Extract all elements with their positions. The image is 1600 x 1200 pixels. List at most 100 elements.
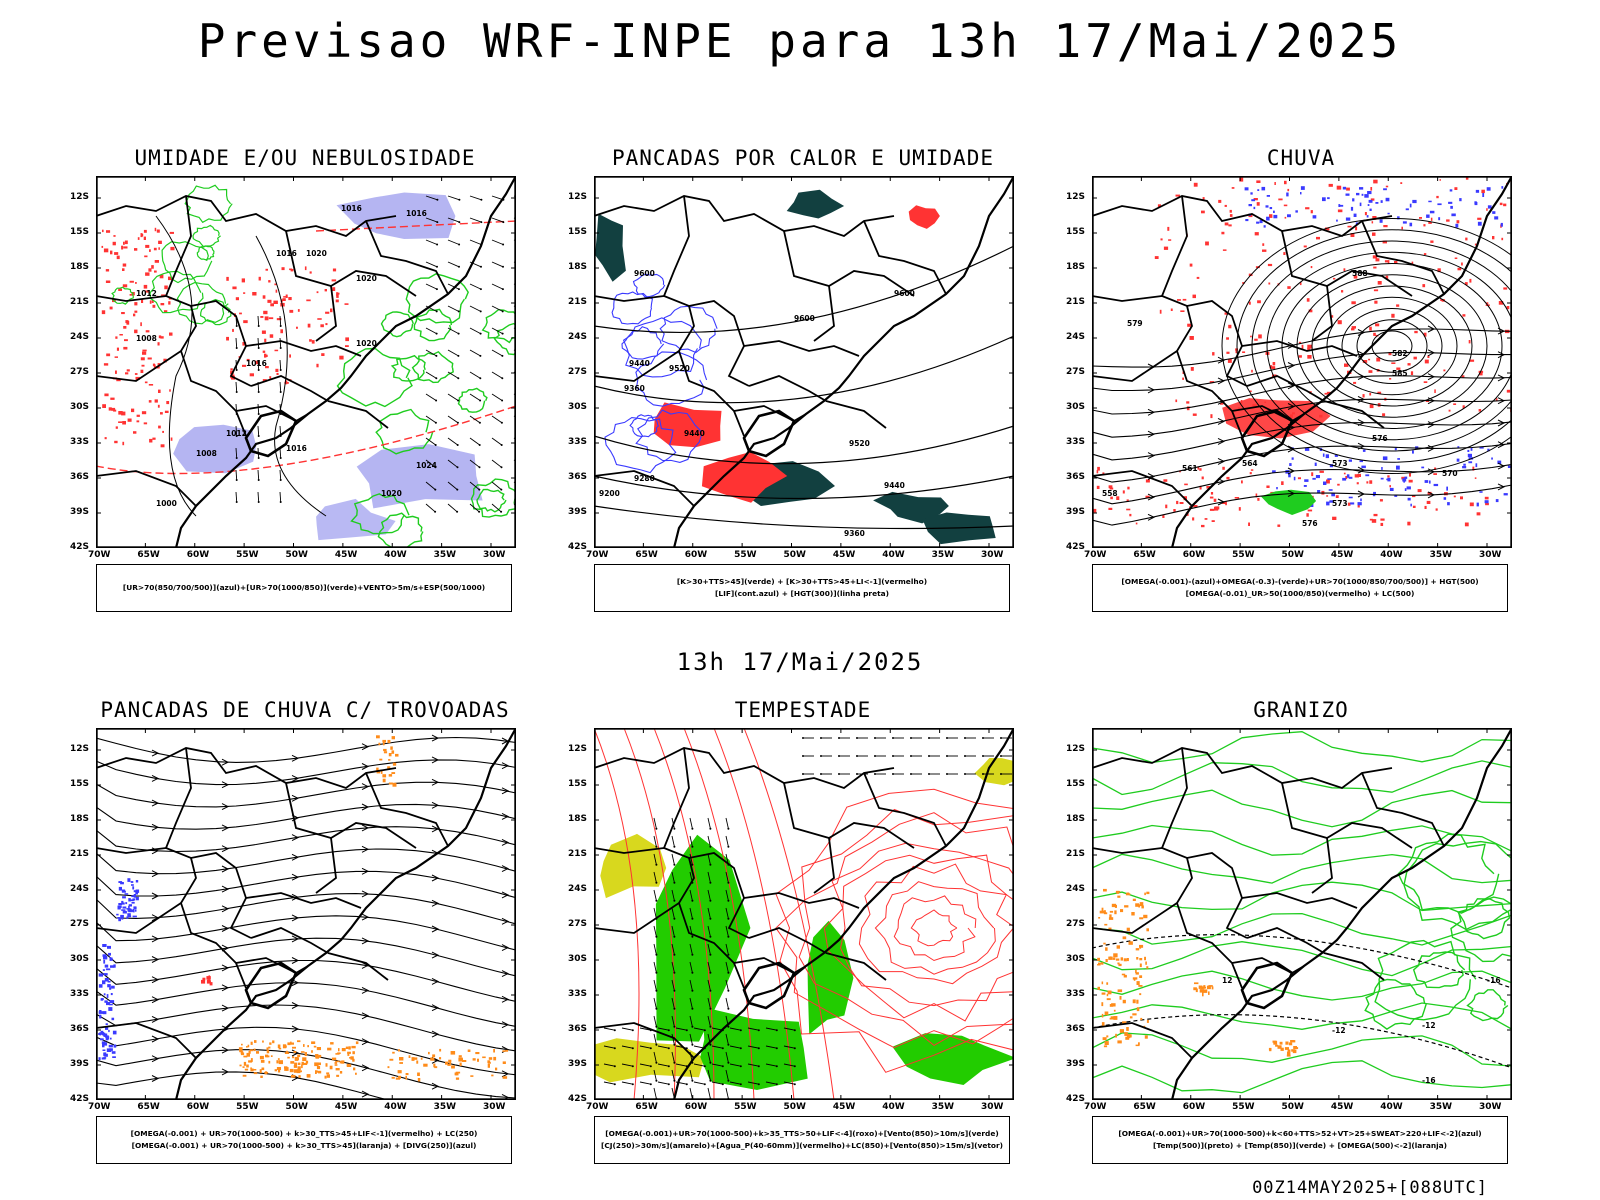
- omega-orange-cell: [1122, 999, 1126, 1004]
- streamline-850: [653, 728, 715, 1100]
- rain-red-cell: [1368, 358, 1371, 361]
- rain-red-cell: [1351, 328, 1355, 331]
- thunder-orange-cell: [388, 759, 391, 761]
- thunder-orange-cell: [411, 1057, 415, 1061]
- rain-blue-cell: [1353, 213, 1357, 217]
- rain-red-cell: [1238, 507, 1241, 511]
- humidity-red-cell: [122, 284, 128, 288]
- wind-vector: [621, 1063, 633, 1067]
- lat-label: 42S: [1066, 542, 1086, 552]
- rain-red-cell: [1201, 476, 1204, 480]
- wind-vector-head: [434, 466, 437, 469]
- humidity-red-cell: [144, 255, 148, 258]
- omega-orange-cell: [1116, 945, 1120, 949]
- omega-orange-cell: [1103, 888, 1107, 892]
- rain-red-cell: [1182, 377, 1184, 380]
- wind-vector: [671, 871, 675, 883]
- divergence-blue-cell: [127, 878, 131, 882]
- rain-blue-cell: [1257, 189, 1260, 191]
- map-plot: 585582579576573570585588576573564561558: [1092, 176, 1512, 548]
- panel-granizo: GRANIZO -12 -12 -16 -16 12 [OMEGA(-0.001)+UR…: [1066, 698, 1536, 1168]
- state-border: [863, 772, 947, 847]
- rain-red-cell: [1350, 233, 1355, 237]
- wind-vector: [447, 305, 459, 312]
- rain-red-cell: [1197, 466, 1200, 470]
- streamline-arrow: [1147, 430, 1156, 438]
- omega-orange-cell: [1108, 927, 1112, 930]
- wind-vector: [653, 997, 657, 1009]
- thunder-orange-cell: [316, 1047, 321, 1051]
- wind-vector-head: [235, 479, 238, 481]
- state-border: [1311, 285, 1333, 342]
- thunder-orange-cell: [294, 1057, 299, 1061]
- divergence-blue-cell: [135, 889, 140, 893]
- wind-vector: [671, 1051, 675, 1063]
- thunder-orange-cell: [298, 1075, 301, 1078]
- rain-red-cell: [1354, 474, 1359, 478]
- country-border-uruguay: [742, 961, 796, 1010]
- thunder-orange-cell: [472, 1058, 476, 1061]
- rain-blue-cell: [1404, 488, 1407, 491]
- humidity-low-contour: [405, 273, 469, 324]
- rain-red-cell: [1343, 268, 1346, 271]
- rain-red-cell: [1344, 363, 1349, 367]
- legend-line: [OMEGA(-0.001) + UR>70(1000-500) + k>30_…: [131, 1141, 477, 1150]
- thunder-orange-cell: [391, 772, 396, 774]
- thunder-orange-cell: [347, 1053, 350, 1056]
- rain-blue-cell: [1449, 189, 1453, 192]
- wind-vector-head: [838, 737, 840, 739]
- humidity-red-cell: [169, 389, 171, 392]
- humidity-red-cell: [321, 353, 325, 356]
- rain-red-cell: [1222, 249, 1227, 251]
- rain-blue-cell: [1288, 473, 1291, 478]
- thunder-orange-cell: [311, 1041, 316, 1044]
- wind-vector: [447, 217, 460, 223]
- wind-vector-head: [257, 347, 260, 349]
- rain-red-cell: [1319, 470, 1324, 473]
- wind-vector-head: [802, 737, 804, 739]
- omega-orange-cell: [1113, 1016, 1118, 1020]
- omega-orange-cell: [1145, 961, 1147, 965]
- rain-red-cell: [1454, 187, 1458, 190]
- state-border: [733, 405, 807, 423]
- wind-vector: [425, 437, 436, 446]
- humidity-red-cell: [153, 247, 157, 251]
- humidity-red-cell: [281, 267, 285, 271]
- map-frame: [594, 728, 1014, 1100]
- thunder-orange-cell: [399, 1057, 404, 1061]
- omega-orange-cell: [1139, 993, 1142, 996]
- lon-label: 55W: [1232, 550, 1255, 560]
- rain-red-cell: [1434, 467, 1437, 470]
- rain-red-cell: [1389, 378, 1392, 380]
- map-base-layer: [1092, 176, 1512, 548]
- wind-vector-head: [435, 377, 438, 380]
- omega-orange-cell: [1128, 1034, 1132, 1038]
- omega-orange-cell: [1111, 1003, 1116, 1007]
- omega-orange-cell: [1109, 910, 1114, 913]
- wind-vector-head: [874, 755, 876, 757]
- rain-red-cell: [1387, 260, 1390, 264]
- state-border: [748, 375, 827, 402]
- coastline: [672, 728, 1014, 1100]
- wind-vector-head: [457, 399, 460, 402]
- streamline-arrow: [151, 1075, 160, 1082]
- divergence-blue-cell: [118, 917, 121, 922]
- wind-vector: [653, 889, 657, 901]
- rain-red-cell: [1341, 290, 1344, 293]
- lat-label: 30S: [1066, 954, 1086, 964]
- thunder-orange-cell: [303, 1062, 308, 1065]
- map-base-layer: [1092, 728, 1512, 1100]
- rain-red-cell: [1383, 225, 1388, 228]
- wind-vector-head: [673, 899, 676, 902]
- omega-orange-cell: [1120, 909, 1124, 913]
- thunder-orange-cell: [387, 766, 391, 769]
- rain-red-cell: [1109, 487, 1114, 490]
- wind-vector: [257, 403, 260, 415]
- wind-vector-head: [691, 953, 694, 956]
- wind-vector: [235, 381, 238, 393]
- thunder-orange-cell: [339, 1071, 343, 1074]
- lon-label: 45W: [334, 550, 358, 560]
- rain-blue-cell: [1300, 192, 1302, 195]
- thunder-orange-cell: [380, 770, 383, 774]
- rain-red-cell: [1384, 260, 1389, 263]
